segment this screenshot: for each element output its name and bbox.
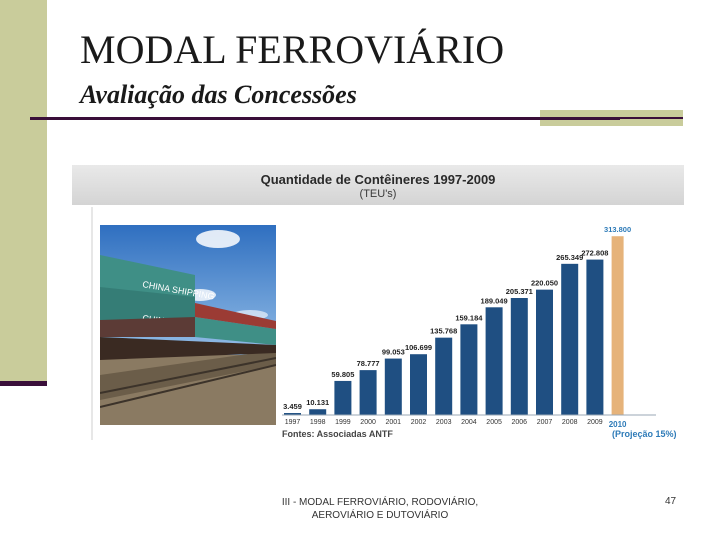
train-photo-illustration: CHINA SHIPPING CHINA SHIPPING	[100, 225, 276, 425]
value-label: 265.349	[556, 253, 583, 262]
chart-figure: Quantidade de Contêineres 1997-2009 (TEU…	[72, 165, 684, 445]
value-label: 313.800	[604, 225, 631, 234]
bar	[309, 409, 327, 415]
bar	[359, 370, 377, 415]
footer-line-2: AEROVIÁRIO E DUTOVIÁRIO	[311, 510, 449, 521]
tick-label: 2007	[537, 419, 553, 426]
train-photo: CHINA SHIPPING CHINA SHIPPING	[100, 225, 276, 425]
tick-label: 2001	[386, 419, 402, 426]
tick-label: 2002	[411, 419, 427, 426]
tick-label: 2010	[609, 420, 627, 429]
value-label: 205.371	[506, 287, 533, 296]
tick-label: 2004	[461, 419, 477, 426]
value-label: 78.777	[357, 359, 380, 368]
tick-label: 2000	[360, 419, 376, 426]
bar	[485, 307, 503, 415]
bars-group	[284, 236, 624, 415]
title-rule-accent-line	[540, 117, 683, 119]
value-label: 10.131	[306, 398, 329, 407]
bar	[284, 413, 301, 415]
page-number: 47	[665, 496, 677, 507]
bar	[586, 259, 604, 415]
value-label: 59.805	[331, 370, 354, 379]
bar	[334, 380, 352, 415]
bar	[410, 354, 427, 415]
title-rule	[30, 117, 620, 120]
chart-source: Fontes: Associadas ANTF	[282, 429, 393, 439]
value-label: 135.768	[430, 327, 457, 336]
value-label: 189.049	[481, 296, 508, 305]
value-label: 106.699	[405, 343, 432, 352]
tick-label: 2003	[436, 419, 452, 426]
tick-label: 1997	[285, 419, 301, 426]
left-accent-bar	[0, 0, 47, 383]
value-label: 159.184	[455, 313, 483, 322]
left-accent-cap	[0, 381, 47, 386]
slide-subtitle: Avaliação das Concessões	[80, 80, 357, 109]
bar	[510, 298, 528, 415]
chart-subtitle: (TEU's)	[359, 188, 397, 200]
value-label: 220.050	[531, 279, 558, 288]
slide-title: MODAL FERROVIÁRIO	[80, 27, 505, 72]
chart-header: Quantidade de Contêineres 1997-2009 (TEU…	[72, 165, 684, 205]
projection-note: (Projeção 15%)	[612, 429, 677, 439]
bar	[460, 324, 478, 415]
tick-label: 2005	[486, 419, 502, 426]
bar	[536, 289, 553, 415]
bar	[435, 337, 453, 415]
footer-text: III - MODAL FERROVIÁRIO, RODOVIÁRIO, AER…	[270, 496, 490, 522]
chart-title: Quantidade de Contêineres 1997-2009	[260, 172, 496, 187]
bar-projection	[611, 236, 624, 415]
tick-label: 2008	[562, 419, 578, 426]
footer-line-1: III - MODAL FERROVIÁRIO, RODOVIÁRIO,	[281, 497, 479, 508]
value-label: 3.459	[283, 402, 302, 411]
tick-label: 1998	[310, 419, 326, 426]
tick-labels-group: 1997 1998 1999 2000 2001 2002 2003 2004 2005 2006…	[285, 419, 627, 429]
value-label: 99.053	[382, 348, 405, 357]
tick-label: 2006	[512, 419, 528, 426]
value-label: 272.808	[581, 249, 608, 258]
tick-label: 2009	[587, 419, 603, 426]
tick-label: 1999	[335, 419, 351, 426]
bar	[384, 358, 402, 415]
bar	[561, 263, 579, 415]
